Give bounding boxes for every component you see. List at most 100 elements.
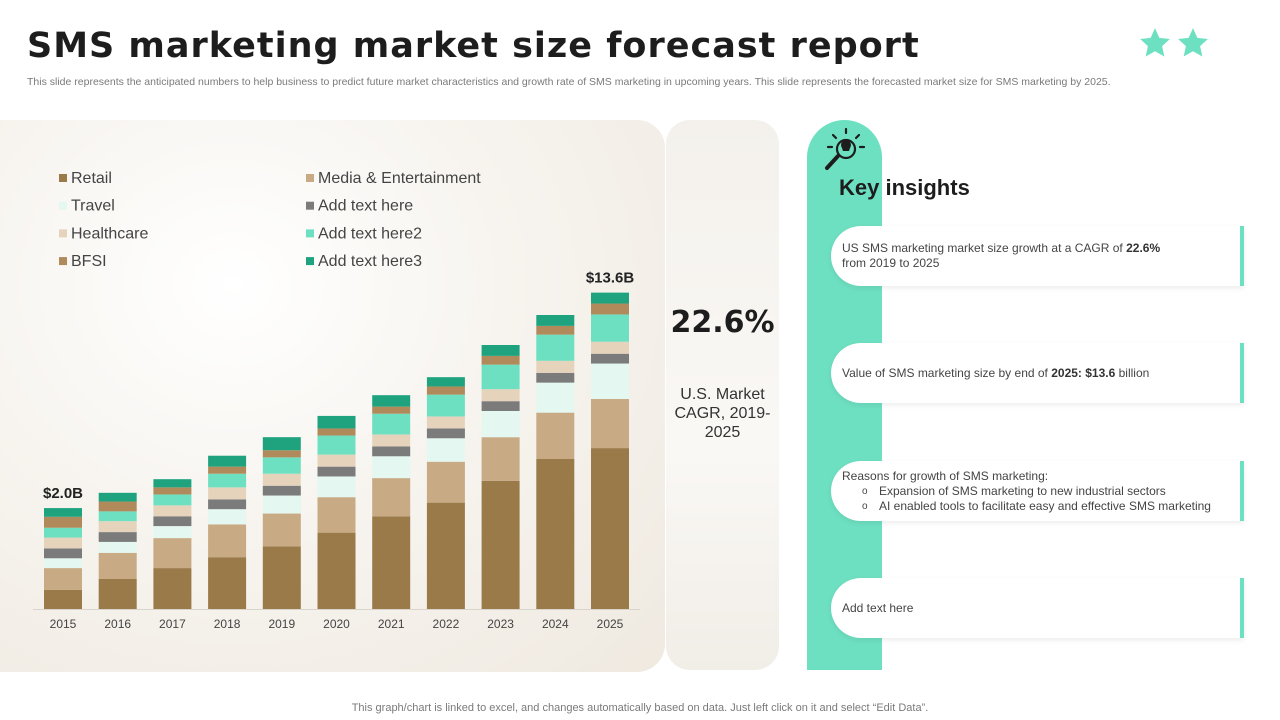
bar-segment-healthcare — [98, 521, 137, 533]
x-tick-label: 2022 — [433, 617, 460, 631]
stacked-bar-chart[interactable]: 2015 2016 2017 2018 2019 2020 2021 2022 2023 2024… — [0, 120, 665, 672]
star-icon — [1178, 28, 1208, 57]
bar-segment-media-entertainment — [44, 568, 82, 590]
data-label: $2.0B — [43, 485, 83, 502]
legend-label: BFSI — [71, 253, 107, 270]
legend-label: Add text here3 — [318, 253, 422, 270]
insight-text: Reasons for growth of SMS marketing: Exp… — [842, 461, 1222, 521]
insight-text: Value of SMS marketing size by end of 20… — [842, 365, 1150, 380]
legend-label: Healthcare — [71, 225, 148, 242]
bar-segment-bfsi — [372, 406, 411, 414]
bar-segment-media-entertainment — [208, 524, 247, 558]
bar-segment-add-text-here2 — [262, 457, 301, 474]
page-subtitle: This slide represents the anticipated nu… — [27, 76, 1111, 88]
bar-segment-add-text-here2 — [98, 511, 137, 522]
bar-segment-add-text-here3 — [153, 479, 192, 488]
x-tick-label: 2016 — [104, 617, 131, 631]
legend-label: Add text here2 — [318, 225, 422, 242]
bar-segment-add-text-here — [153, 516, 192, 527]
bar-segment-healthcare — [208, 487, 247, 500]
bar-segment-add-text-here — [44, 548, 82, 559]
bar-segment-retail — [426, 502, 465, 609]
bar-segment-retail — [317, 532, 356, 609]
x-tick-label: 2017 — [159, 617, 186, 631]
bar-segment-add-text-here2 — [481, 364, 520, 390]
bar-segment-healthcare — [426, 416, 465, 429]
bar-segment-retail — [262, 546, 301, 609]
bar-segment-bfsi — [153, 487, 192, 495]
bar-segment-add-text-here3 — [426, 377, 465, 387]
x-tick-label: 2024 — [542, 617, 569, 631]
cagr-label-line: 2025 — [704, 424, 741, 441]
bar-segment-retail — [536, 459, 575, 609]
insight-card-placeholder: Add text here — [831, 578, 1244, 638]
bar-segment-travel — [153, 526, 192, 539]
x-tick-label: 2019 — [268, 617, 295, 631]
bar-segment-add-text-here — [481, 401, 520, 411]
list-item: AI enabled tools to facilitate easy and … — [862, 499, 1222, 514]
legend-swatch — [59, 201, 67, 210]
bar-segment-add-text-here3 — [372, 395, 411, 407]
legend-swatch — [306, 257, 314, 266]
legend-label: Add text here — [318, 198, 413, 215]
bar-segment-media-entertainment — [372, 478, 411, 517]
x-tick-label: 2021 — [378, 617, 405, 631]
bar-segment-media-entertainment — [98, 552, 137, 579]
star-icon — [1140, 28, 1170, 57]
bar-segment-add-text-here — [426, 428, 465, 439]
bar-segment-add-text-here2 — [153, 494, 192, 506]
bar-segment-retail — [208, 557, 247, 609]
bar-segment-media-entertainment — [153, 538, 192, 569]
bar-segment-media-entertainment — [481, 437, 520, 481]
bar-segment-healthcare — [481, 389, 520, 402]
bar-segment-healthcare — [153, 505, 192, 517]
bar-segment-healthcare — [372, 434, 411, 447]
bar-segment-travel — [98, 541, 137, 553]
legend-swatch — [306, 174, 314, 182]
bar-segment-add-text-here2 — [536, 334, 575, 361]
bar-segment-add-text-here — [262, 485, 301, 496]
bar-segment-add-text-here3 — [44, 508, 82, 517]
bar-segment-travel — [426, 438, 465, 462]
bar-segment-bfsi — [426, 386, 465, 395]
bar-segment-bfsi — [591, 303, 629, 315]
cagr-label-line: CAGR, 2019- — [674, 405, 771, 422]
footer-note: This graph/chart is linked to excel, and… — [351, 702, 929, 714]
bar-segment-media-entertainment — [262, 513, 301, 547]
bar-segment-media-entertainment — [426, 461, 465, 503]
bar-segment-add-text-here2 — [426, 394, 465, 417]
list-item: Expansion of SMS marketing to new indust… — [862, 484, 1222, 499]
lightbulb-magnifier-icon — [825, 127, 866, 170]
bar-segment-add-text-here3 — [317, 415, 356, 429]
legend-label: Retail — [71, 170, 112, 187]
bar-segment-retail — [44, 589, 82, 609]
legend-swatch — [59, 257, 67, 266]
x-tick-label: 2018 — [214, 617, 241, 631]
bar-segment-healthcare — [262, 473, 301, 486]
bar-segment-travel — [536, 382, 575, 413]
insight-text: Add text here — [842, 600, 914, 615]
x-tick-label: 2020 — [323, 617, 350, 631]
bar-segment-retail — [98, 579, 137, 609]
insight-text: US SMS marketing market size growth at a… — [842, 241, 1161, 270]
x-tick-label: 2023 — [487, 617, 514, 631]
bar-segment-bfsi — [98, 501, 137, 512]
bar-segment-add-text-here — [317, 466, 356, 477]
reasons-list: Expansion of SMS marketing to new indust… — [862, 484, 1222, 514]
bar-segment-travel — [481, 411, 520, 438]
bar-segment-add-text-here2 — [44, 527, 82, 538]
insight-card-cagr: US SMS marketing market size growth at a… — [831, 226, 1244, 286]
bar-segment-healthcare — [591, 341, 629, 354]
bar-segment-bfsi — [208, 466, 247, 474]
bar-segment-add-text-here3 — [536, 315, 575, 326]
page-title: SMS marketing market size forecast repor… — [27, 26, 920, 66]
bar-segment-healthcare — [536, 360, 575, 373]
bar-segment-add-text-here — [208, 499, 247, 510]
legend-label: Media & Entertainment — [318, 170, 481, 187]
bar-segment-media-entertainment — [591, 399, 629, 449]
bar-segment-add-text-here2 — [208, 473, 247, 488]
bar-segment-add-text-here3 — [591, 292, 629, 304]
bar-segment-travel — [317, 476, 356, 498]
bar-segment-travel — [208, 509, 247, 525]
bar-segment-travel — [591, 363, 629, 399]
